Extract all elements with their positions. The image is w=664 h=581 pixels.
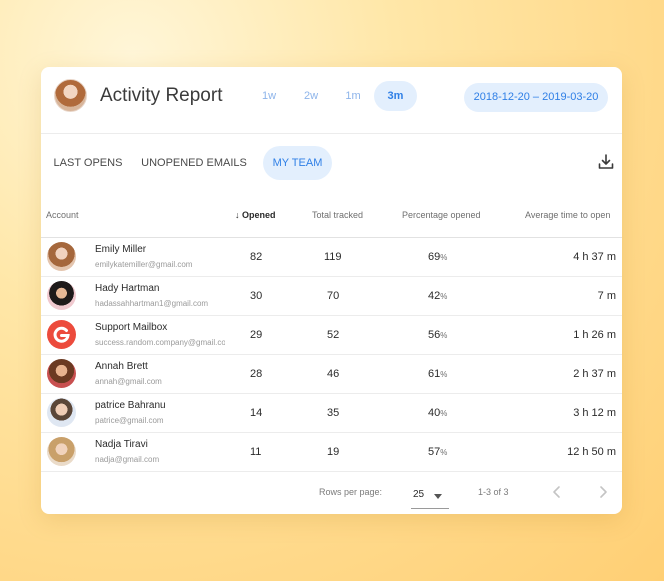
total-tracked-count: 35 (327, 407, 340, 419)
sort-arrow-icon: ↓ (235, 210, 240, 220)
tab-last-opens[interactable]: LAST OPENS (53, 157, 123, 169)
percent-unit: % (440, 409, 448, 418)
table-row[interactable]: Emily Miller emilykatemiller@gmail.com 8… (41, 238, 622, 277)
rows-per-page-value: 25 (413, 489, 425, 500)
total-tracked-count: 70 (327, 290, 340, 302)
account-name: patrice Bahranu (95, 400, 166, 411)
average-time: 1 h 26 m (573, 329, 616, 341)
account-name: Annah Brett (95, 361, 148, 372)
avatar (47, 242, 76, 271)
column-header-average-time[interactable]: Average time to open (525, 210, 611, 220)
percentage-opened: 42% (428, 290, 447, 302)
date-range-picker[interactable]: 2018-12-20 – 2019-03-20 (464, 83, 608, 112)
mailbox-logo-icon (47, 320, 76, 349)
percentage-opened: 69% (428, 251, 447, 263)
table-row[interactable]: Hady Hartman hadassahhartman1@gmail.com … (41, 277, 622, 316)
percentage-opened: 40% (428, 407, 447, 419)
table-row[interactable]: Nadja Tiravi nadja@gmail.com 11 19 57% 1… (41, 433, 622, 472)
column-header-account[interactable]: Account (46, 210, 79, 220)
column-header-opened[interactable]: ↓ Opened (235, 210, 276, 220)
avatar (47, 398, 76, 427)
average-time: 4 h 37 m (573, 251, 616, 263)
table-header: Account ↓ Opened Total tracked Percentag… (41, 194, 622, 238)
percentage-value: 57 (428, 446, 441, 458)
report-tabs: LAST OPENS UNOPENED EMAILS MY TEAM (41, 134, 622, 194)
tab-unopened-emails[interactable]: UNOPENED EMAILS (141, 157, 247, 169)
opened-count: 28 (250, 368, 263, 380)
total-tracked-count: 119 (324, 251, 342, 263)
percent-unit: % (440, 331, 448, 340)
activity-report-card: Activity Report 1w 2w 1m 3m 2018-12-20 –… (41, 67, 622, 514)
avatar (47, 359, 76, 388)
table-row[interactable]: Support Mailbox success.random.company@g… (41, 316, 622, 355)
next-page-button[interactable] (592, 481, 614, 503)
percentage-value: 61 (428, 368, 441, 380)
percentage-value: 56 (428, 329, 441, 341)
average-time: 7 m (597, 290, 616, 302)
account-email: success.random.company@gmail.com (95, 338, 225, 347)
total-tracked-count: 46 (327, 368, 340, 380)
account-email: nadja@gmail.com (95, 455, 160, 464)
user-avatar[interactable] (54, 79, 87, 112)
percentage-opened: 61% (428, 368, 447, 380)
opened-count: 30 (250, 290, 263, 302)
range-3m-button[interactable]: 3m (374, 81, 417, 111)
average-time: 3 h 12 m (573, 407, 616, 419)
percent-unit: % (440, 253, 448, 262)
table-row[interactable]: Annah Brett annah@gmail.com 28 46 61% 2 … (41, 355, 622, 394)
pagination-range: 1-3 of 3 (478, 487, 509, 497)
column-header-opened-label: Opened (242, 210, 276, 220)
previous-page-button[interactable] (546, 481, 568, 503)
average-time: 12 h 50 m (567, 446, 616, 458)
report-header: Activity Report 1w 2w 1m 3m 2018-12-20 –… (41, 67, 622, 134)
avatar (47, 437, 76, 466)
opened-count: 82 (250, 251, 263, 263)
percentage-value: 42 (428, 290, 441, 302)
rows-per-page-label: Rows per page: (319, 487, 383, 497)
avatar (47, 281, 76, 310)
account-email: hadassahhartman1@gmail.com (95, 299, 209, 308)
total-tracked-count: 52 (327, 329, 340, 341)
range-2w-button[interactable]: 2w (303, 90, 319, 102)
opened-count: 11 (250, 446, 262, 458)
percentage-opened: 56% (428, 329, 447, 341)
account-name: Nadja Tiravi (95, 439, 148, 450)
column-header-percentage-opened[interactable]: Percentage opened (402, 210, 481, 220)
column-header-total-tracked[interactable]: Total tracked (312, 210, 364, 220)
percent-unit: % (440, 448, 448, 457)
percentage-opened: 57% (428, 446, 447, 458)
range-1w-button[interactable]: 1w (261, 90, 277, 102)
tab-my-team[interactable]: MY TEAM (263, 146, 332, 180)
opened-count: 14 (250, 407, 263, 419)
account-name: Support Mailbox (95, 322, 168, 333)
account-name: Hady Hartman (95, 283, 160, 294)
table-row[interactable]: patrice Bahranu patrice@gmail.com 14 35 … (41, 394, 622, 433)
percent-unit: % (440, 292, 448, 301)
percentage-value: 40 (428, 407, 441, 419)
rows-per-page-select[interactable]: 25 (411, 483, 449, 509)
account-name: Emily Miller (95, 244, 147, 255)
page-title: Activity Report (100, 85, 223, 106)
caret-down-icon (434, 494, 442, 499)
account-email: annah@gmail.com (95, 377, 162, 386)
download-icon[interactable] (598, 154, 614, 170)
account-email: emilykatemiller@gmail.com (95, 260, 193, 269)
percent-unit: % (440, 370, 448, 379)
opened-count: 29 (250, 329, 263, 341)
account-email: patrice@gmail.com (95, 416, 164, 425)
range-1m-button[interactable]: 1m (345, 90, 361, 102)
total-tracked-count: 19 (327, 446, 340, 458)
average-time: 2 h 37 m (573, 368, 616, 380)
percentage-value: 69 (428, 251, 441, 263)
table-footer: Rows per page: 25 1-3 of 3 (41, 472, 622, 514)
